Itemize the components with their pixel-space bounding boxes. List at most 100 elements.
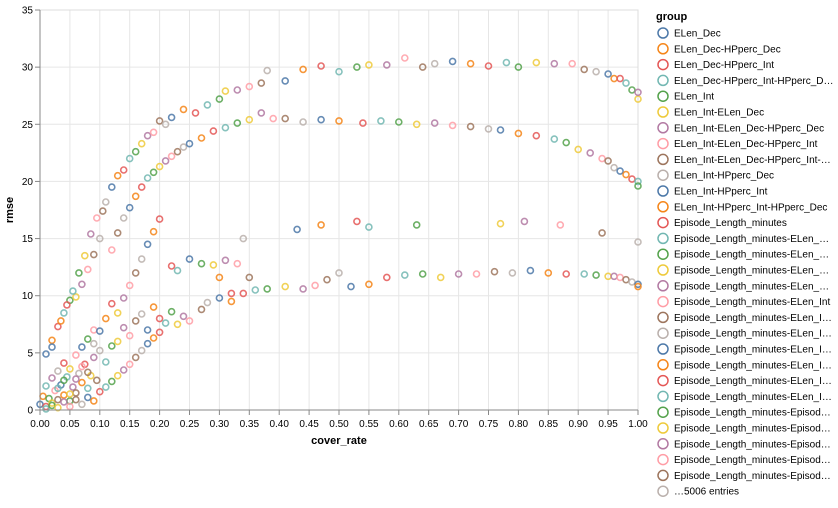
- legend-symbol: [657, 74, 669, 87]
- data-point: [550, 59, 559, 68]
- data-point: [317, 221, 325, 229]
- data-point: [526, 266, 535, 275]
- data-point: [66, 365, 74, 373]
- legend-symbol: [657, 137, 669, 150]
- data-point: [149, 227, 158, 236]
- legend-symbol: [657, 453, 669, 466]
- data-point: [634, 177, 642, 186]
- legend-symbol: [657, 153, 669, 166]
- data-point: [466, 59, 475, 68]
- data-point: [317, 62, 325, 70]
- legend-entry: ELen_Dec-HPperc_Int-HPperc_D…: [674, 76, 834, 87]
- legend-symbol: [657, 374, 669, 387]
- data-point: [400, 54, 409, 62]
- x-tick-label: 0.75: [479, 419, 499, 430]
- x-tick-label: 0.20: [150, 419, 170, 430]
- legend-symbol: [657, 90, 669, 102]
- data-point: [96, 346, 104, 355]
- data-point: [119, 294, 128, 302]
- data-point: [233, 86, 242, 94]
- y-axis: 0 5 10 15 20 25 30 35: [22, 6, 41, 417]
- data-point: [39, 392, 47, 401]
- data-point: [125, 154, 134, 163]
- legend-symbol: [657, 201, 669, 213]
- data-point: [281, 77, 290, 85]
- data-point: [203, 298, 212, 307]
- data-point: [365, 223, 373, 231]
- legend-symbol: [657, 27, 669, 39]
- legend-symbol: [657, 390, 669, 403]
- data-point: [293, 225, 301, 234]
- data-point: [628, 86, 636, 94]
- data-point: [155, 314, 164, 323]
- data-point: [592, 271, 600, 279]
- data-point: [72, 293, 80, 301]
- x-tick-label: 0.35: [240, 419, 260, 430]
- x-tick-label: 0.90: [568, 419, 588, 430]
- data-point: [359, 119, 367, 127]
- data-point: [634, 88, 642, 97]
- data-point: [233, 259, 242, 268]
- data-point: [99, 207, 107, 215]
- data-point: [269, 114, 278, 123]
- data-point: [78, 343, 86, 351]
- data-point: [161, 157, 170, 165]
- data-point: [81, 251, 89, 260]
- data-point: [227, 297, 236, 306]
- data-point: [586, 149, 595, 157]
- data-point: [137, 255, 146, 263]
- data-point: [556, 221, 565, 229]
- legend-entry: Episode_Length_minutes-ELen_I…: [674, 392, 832, 403]
- data-point: [113, 371, 122, 380]
- data-point: [90, 397, 98, 405]
- data-point: [155, 117, 164, 125]
- x-tick-label: 0.95: [598, 419, 618, 430]
- legend-entry: Episode_Length_minutes-ELen_…: [674, 250, 829, 261]
- x-tick-label: 0.80: [509, 419, 529, 430]
- data-point: [251, 286, 260, 294]
- y-axis-title: rmse: [4, 197, 16, 223]
- data-point: [257, 79, 266, 87]
- data-point: [245, 82, 254, 91]
- data-point: [412, 120, 421, 129]
- data-point: [54, 395, 62, 404]
- data-point: [137, 310, 146, 318]
- data-point: [60, 398, 68, 406]
- data-point: [149, 128, 158, 137]
- legend-symbol: [657, 185, 669, 197]
- data-point: [580, 270, 589, 278]
- data-point: [78, 400, 86, 409]
- data-point: [281, 282, 290, 291]
- legend-entry: ELen_Int-HPperc_Int-HPperc_Dec: [674, 202, 827, 213]
- data-point: [616, 74, 624, 83]
- data-point: [514, 63, 523, 71]
- data-point: [634, 182, 642, 190]
- data-point: [173, 320, 182, 329]
- data-point: [520, 217, 529, 226]
- legend-symbol: [657, 280, 669, 292]
- data-point: [185, 139, 194, 148]
- data-point: [233, 119, 242, 127]
- legend-entry: ELen_Int-ELen_Dec: [674, 108, 764, 119]
- legend-entry: Episode_Length_minutes-Episod…: [674, 424, 831, 435]
- data-point: [93, 376, 101, 385]
- data-point: [622, 275, 630, 284]
- data-point: [484, 125, 493, 133]
- x-tick-label: 0.55: [359, 419, 379, 430]
- legend-entry: Episode_Length_minutes: [674, 218, 787, 229]
- legend-symbol: [657, 327, 669, 339]
- data-point: [215, 273, 224, 282]
- data-point: [155, 162, 164, 171]
- x-tick-label: 0.30: [210, 419, 230, 430]
- legend-entry: Episode_Length_minutes-ELen_…: [674, 266, 829, 277]
- data-point: [119, 214, 128, 222]
- data-point: [185, 255, 194, 263]
- legend-entry: ELen_Int-ELen_Dec-HPperc_Dec: [674, 123, 824, 134]
- x-tick-label: 0.85: [539, 419, 559, 430]
- y-tick-label: 0: [27, 406, 33, 417]
- legend-entry: Episode_Length_minutes-ELen_I…: [674, 376, 832, 387]
- x-tick-label: 0.50: [329, 419, 349, 430]
- data-point: [69, 383, 77, 391]
- data-point: [568, 59, 577, 68]
